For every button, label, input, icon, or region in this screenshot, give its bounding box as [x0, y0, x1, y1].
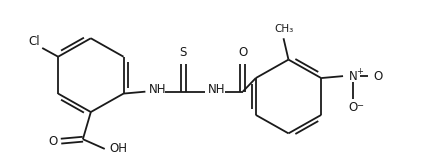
- Text: CH₃: CH₃: [274, 24, 293, 33]
- Text: O: O: [348, 101, 358, 114]
- Text: S: S: [179, 46, 187, 59]
- Text: +: +: [357, 67, 363, 76]
- Text: N: N: [349, 70, 358, 83]
- Text: Cl: Cl: [28, 35, 40, 48]
- Text: O: O: [49, 135, 58, 148]
- Text: NH: NH: [208, 83, 226, 96]
- Text: O: O: [238, 46, 248, 59]
- Text: OH: OH: [110, 142, 128, 155]
- Text: −: −: [356, 101, 363, 110]
- Text: NH: NH: [149, 83, 166, 96]
- Text: O: O: [373, 70, 382, 83]
